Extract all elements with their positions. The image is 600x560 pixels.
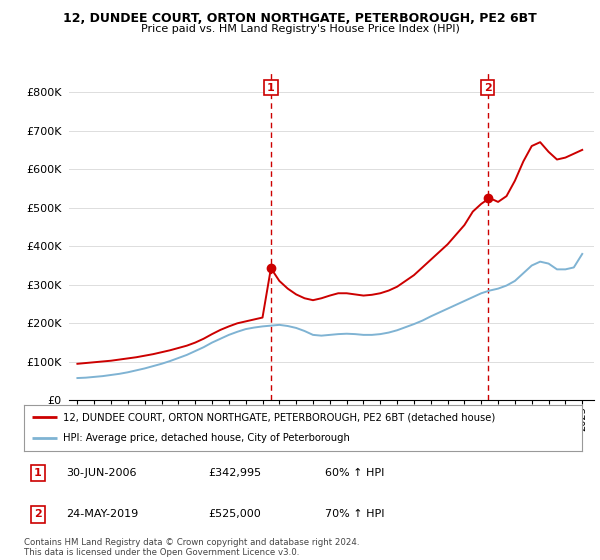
Text: HPI: Average price, detached house, City of Peterborough: HPI: Average price, detached house, City… bbox=[63, 433, 350, 444]
Text: £342,995: £342,995 bbox=[208, 468, 261, 478]
Text: 2: 2 bbox=[34, 510, 42, 519]
Text: 2: 2 bbox=[484, 83, 491, 92]
Text: £525,000: £525,000 bbox=[208, 510, 261, 519]
Text: Price paid vs. HM Land Registry's House Price Index (HPI): Price paid vs. HM Land Registry's House … bbox=[140, 24, 460, 34]
Text: 24-MAY-2019: 24-MAY-2019 bbox=[66, 510, 138, 519]
Text: Contains HM Land Registry data © Crown copyright and database right 2024.
This d: Contains HM Land Registry data © Crown c… bbox=[24, 538, 359, 557]
Text: 70% ↑ HPI: 70% ↑ HPI bbox=[325, 510, 385, 519]
Text: 1: 1 bbox=[267, 83, 275, 92]
Text: 12, DUNDEE COURT, ORTON NORTHGATE, PETERBOROUGH, PE2 6BT: 12, DUNDEE COURT, ORTON NORTHGATE, PETER… bbox=[63, 12, 537, 25]
Text: 12, DUNDEE COURT, ORTON NORTHGATE, PETERBOROUGH, PE2 6BT (detached house): 12, DUNDEE COURT, ORTON NORTHGATE, PETER… bbox=[63, 412, 496, 422]
Text: 30-JUN-2006: 30-JUN-2006 bbox=[66, 468, 136, 478]
Text: 60% ↑ HPI: 60% ↑ HPI bbox=[325, 468, 385, 478]
Text: 1: 1 bbox=[34, 468, 42, 478]
